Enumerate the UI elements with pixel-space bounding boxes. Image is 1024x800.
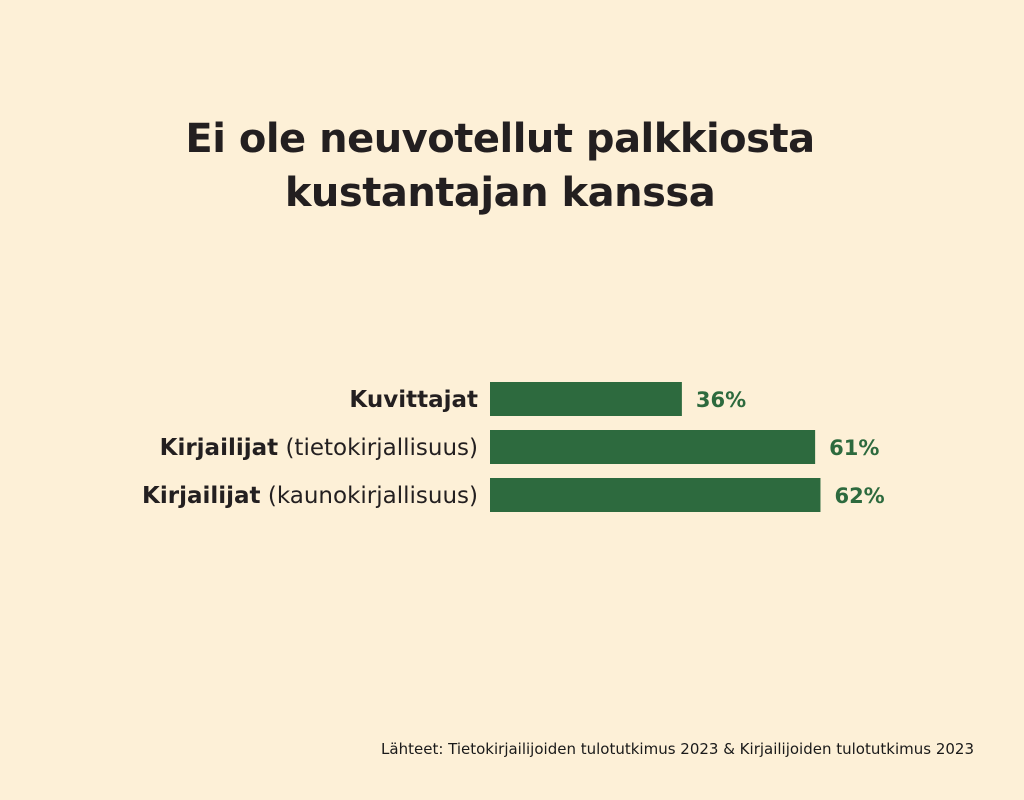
- chart-title-line-2: kustantajan kanssa: [284, 170, 716, 216]
- chart-title-line-1: Ei ole neuvotellut palkkiosta: [185, 116, 815, 162]
- value-label-1: 61%: [829, 436, 879, 460]
- bar-0: [490, 382, 682, 416]
- source-note: Lähteet: Tietokirjailijoiden tulotutkimu…: [381, 740, 974, 758]
- category-label-main: Kirjailijat: [142, 483, 261, 509]
- chart-title: Ei ole neuvotellut palkkiosta kustantaja…: [0, 112, 1000, 220]
- value-label-0: 36%: [696, 388, 746, 412]
- bar-1: [490, 430, 816, 464]
- bar-2: [490, 478, 821, 512]
- category-label-main: Kuvittajat: [349, 387, 478, 413]
- category-label-qualifier: (tietokirjallisuus): [278, 435, 478, 461]
- value-label-2: 62%: [834, 484, 884, 508]
- category-label-qualifier: (kaunokirjallisuus): [261, 483, 478, 509]
- category-label-main: Kirjailijat: [160, 435, 279, 461]
- bar-chart: Kuvittajat 36% Kirjailijat (tietokirjallis…: [142, 382, 885, 512]
- category-label-0: Kuvittajat: [349, 387, 478, 413]
- category-label-2: Kirjailijat (kaunokirjallisuus): [142, 483, 478, 509]
- category-label-1: Kirjailijat (tietokirjallisuus): [160, 435, 478, 461]
